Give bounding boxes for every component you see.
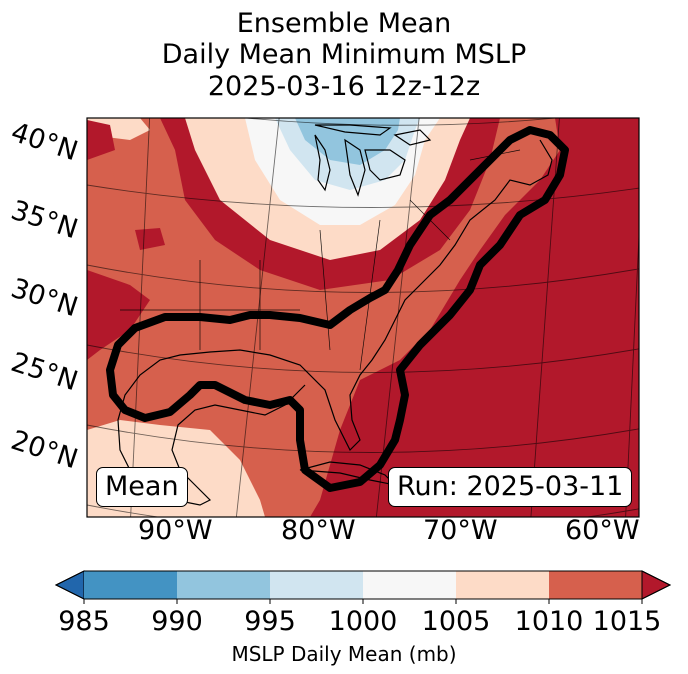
colorbar-segment-1010-1015 — [549, 571, 642, 599]
lon-label-70w: 70°W — [423, 515, 498, 546]
colorbar-tick-1005: 1005 — [421, 606, 491, 637]
colorbar-tick-990: 990 — [151, 606, 203, 637]
field-gt1015-west-2 — [87, 270, 150, 360]
colorbar-extend-low — [54, 570, 85, 600]
field-gt1015-west-3 — [135, 228, 165, 250]
mean-label-box: Mean — [96, 467, 188, 507]
colorbar-tick-1015: 1015 — [592, 606, 662, 637]
colorbar-tick-1010: 1010 — [514, 606, 584, 637]
contour-1010-outline — [106, 126, 569, 492]
colorbar-segment-990-995 — [177, 571, 270, 599]
title-line-3: 2025-03-16 12z-12z — [207, 71, 481, 102]
field-gt1015-west — [87, 120, 115, 160]
colorbar-extend-high — [641, 570, 672, 600]
field-1010-1015-west — [87, 150, 205, 280]
title-line-1: Ensemble Mean — [236, 8, 452, 39]
coastline — [117, 139, 553, 506]
colorbar-segment-985-990 — [84, 571, 177, 599]
colorbar-label: MSLP Daily Mean (mb) — [231, 642, 457, 666]
colorbar-segment-1005-1010 — [456, 571, 549, 599]
title-line-2: Daily Mean Minimum MSLP — [161, 39, 527, 70]
colorbar-tick-985: 985 — [58, 606, 110, 637]
lon-label-80w: 80°W — [281, 515, 356, 546]
field-1010-1015 — [87, 118, 560, 517]
lon-label-90w: 90°W — [138, 515, 213, 546]
colorbar-tick-1000: 1000 — [328, 606, 398, 637]
run-date-box: Run: 2025-03-11 — [388, 467, 633, 507]
map-frame — [86, 117, 640, 518]
colorbar-tick-995: 995 — [244, 606, 296, 637]
colorbar-segment-995-1000 — [270, 571, 363, 599]
colorbar-segment-1000-1005 — [363, 571, 456, 599]
great-lakes — [314, 124, 432, 197]
lon-label-60w: 60°W — [565, 515, 640, 546]
